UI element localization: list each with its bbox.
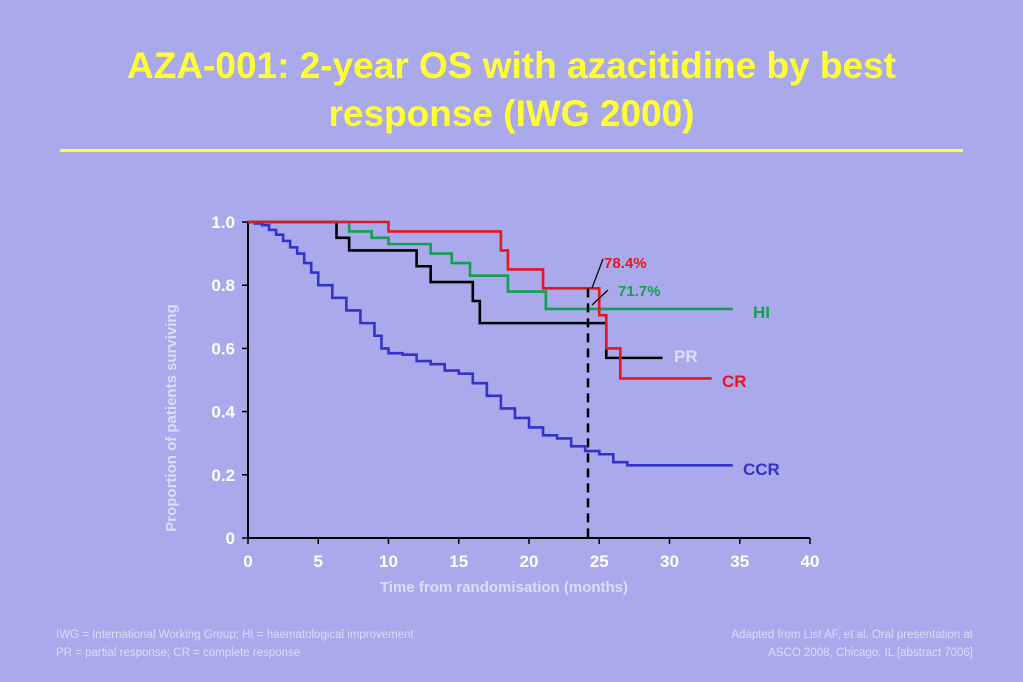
series-label-cr: CR [722, 372, 747, 391]
series-line-hi [248, 220, 733, 311]
series-label-pr: PR [674, 347, 698, 366]
annotation-leader [591, 258, 604, 289]
annotation-cr: 78.4% [604, 255, 647, 272]
footnote-left-line1: IWG = International Working Group; HI = … [56, 629, 414, 641]
x-tick-label: 40 [801, 552, 820, 571]
y-tick-label: 1.0 [211, 213, 235, 232]
series-label-ccr: CCR [743, 460, 780, 479]
footnote-right-line1: Adapted from List AF, et al. Oral presen… [731, 629, 973, 641]
x-tick-label: 25 [590, 552, 609, 571]
footnote-left-line2: PR = partial response; CR = complete res… [56, 647, 301, 659]
y-tick-label: 0.6 [211, 339, 235, 358]
annotation-hi: 71.7% [618, 283, 661, 300]
y-tick-label: 0.4 [211, 403, 235, 422]
series-line-cr [248, 220, 712, 380]
series-line-ccr [248, 220, 733, 467]
y-tick-label: 0.2 [211, 466, 235, 485]
y-axis-label: Proportion of patients surviving [163, 304, 180, 532]
footnote-right: Adapted from List AF, et al. Oral presen… [731, 626, 973, 662]
y-tick-label: 0 [226, 529, 235, 548]
x-tick-label: 5 [314, 552, 323, 571]
series-label-hi: HI [753, 303, 770, 322]
x-tick-label: 15 [449, 552, 468, 571]
series-line-pr [248, 220, 663, 360]
x-tick-label: 10 [379, 552, 398, 571]
footnote-right-line2: ASCO 2008, Chicago, IL [abstract 7006] [768, 647, 973, 659]
x-tick-label: 0 [243, 552, 252, 571]
x-tick-label: 20 [520, 552, 539, 571]
slide-title-line1: AZA-001: 2-year OS with azacitidine by b… [127, 45, 896, 86]
x-tick-label: 35 [730, 552, 749, 571]
x-tick-label: 30 [660, 552, 679, 571]
slide-title-line2: response (IWG 2000) [328, 93, 695, 134]
x-axis-label: Time from randomisation (months) [380, 579, 628, 596]
title-underline [60, 149, 963, 152]
y-tick-label: 0.8 [211, 276, 235, 295]
footnote-left: IWG = International Working Group; HI = … [56, 626, 414, 662]
slide-title: AZA-001: 2-year OS with azacitidine by b… [0, 42, 1023, 138]
annotation-leader [591, 289, 609, 306]
